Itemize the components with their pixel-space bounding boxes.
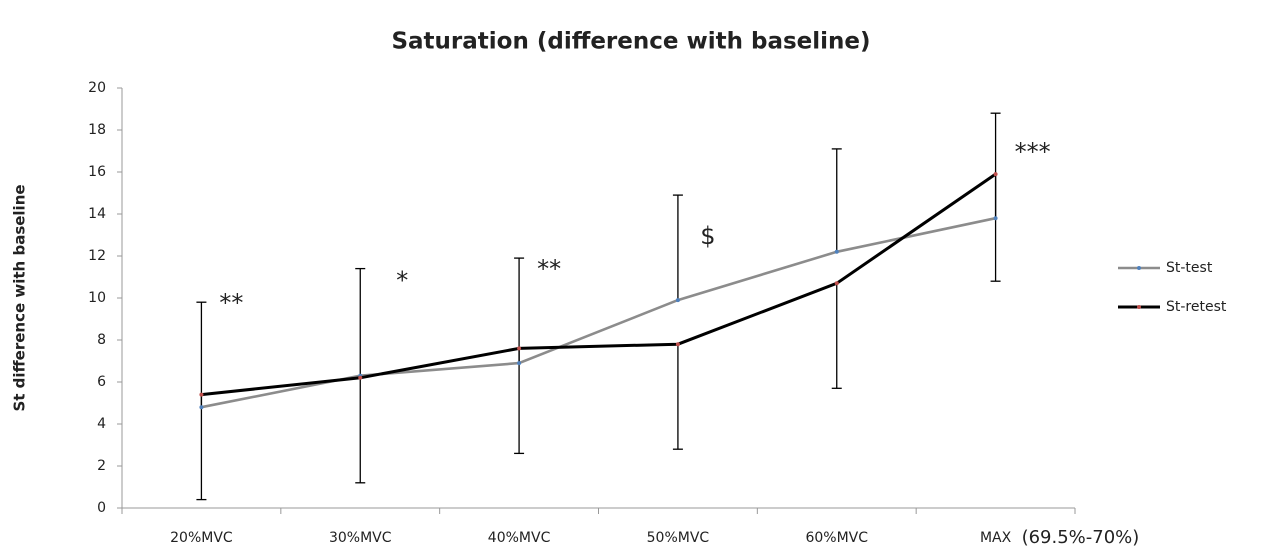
legend-marker xyxy=(1137,266,1141,270)
y-tick-label: 16 xyxy=(88,164,106,180)
point-marker xyxy=(834,249,839,254)
y-tick-label: 14 xyxy=(88,206,106,222)
point-marker xyxy=(675,342,680,347)
x-tick-label: 20%MVC xyxy=(170,530,233,546)
point-marker xyxy=(199,392,204,397)
y-tick-label: 18 xyxy=(88,122,106,138)
annotation: * xyxy=(396,267,408,295)
chart-title: Saturation (difference with baseline) xyxy=(391,29,870,55)
y-tick-label: 12 xyxy=(88,248,106,264)
annotation: ** xyxy=(537,255,561,283)
x-tick-label: MAX xyxy=(980,530,1012,546)
legend-label: St-retest xyxy=(1166,299,1227,315)
annotation: $ xyxy=(700,222,715,250)
x-tick-label: 40%MVC xyxy=(488,530,551,546)
y-tick-label: 4 xyxy=(97,416,106,432)
annotation: ** xyxy=(219,289,243,317)
y-axis-label: St difference with baseline xyxy=(11,184,29,411)
x-tick-label: 60%MVC xyxy=(805,530,868,546)
point-marker xyxy=(199,405,204,410)
series-line xyxy=(201,216,996,409)
y-tick-label: 2 xyxy=(97,458,106,474)
y-tick-label: 8 xyxy=(97,332,106,348)
point-marker xyxy=(358,375,363,380)
x-note: (69.5%-70%) xyxy=(1022,527,1140,548)
point-marker xyxy=(834,281,839,286)
legend-label: St-test xyxy=(1166,260,1213,276)
point-marker xyxy=(993,172,998,177)
point-marker xyxy=(517,346,522,351)
point-marker xyxy=(675,298,680,303)
annotation: *** xyxy=(1015,138,1051,166)
y-tick-label: 6 xyxy=(97,374,106,390)
y-tick-label: 20 xyxy=(88,80,106,96)
y-tick-label: 0 xyxy=(97,500,106,516)
point-marker xyxy=(993,216,998,221)
y-tick-label: 10 xyxy=(88,290,106,306)
x-tick-label: 30%MVC xyxy=(329,530,392,546)
legend-marker xyxy=(1137,305,1141,309)
x-tick-label: 50%MVC xyxy=(647,530,710,546)
point-marker xyxy=(517,361,522,366)
series-line xyxy=(201,172,997,397)
